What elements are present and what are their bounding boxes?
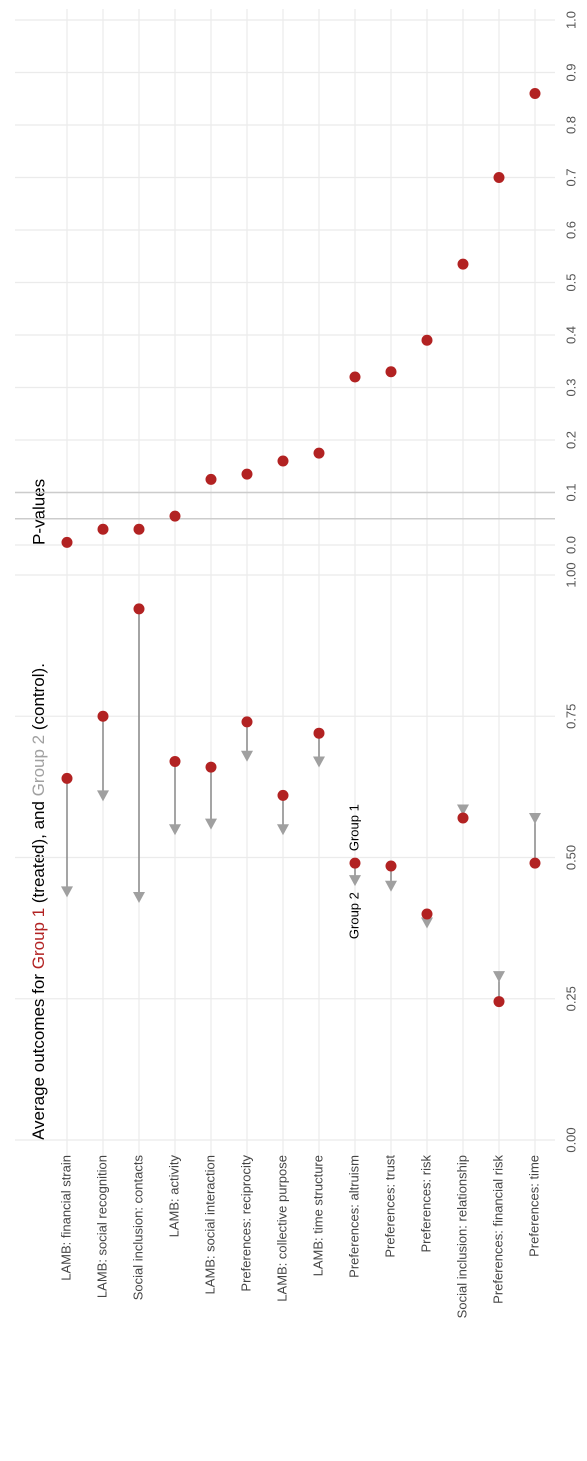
x-tick-label: 0.2	[563, 431, 578, 449]
y-tick-label: LAMB: social interaction	[202, 1155, 217, 1294]
x-tick-label: 0.8	[563, 116, 578, 134]
p-value-point	[241, 468, 253, 480]
y-tick-label: Social inclusion: contacts	[130, 1155, 145, 1301]
title-segment: Average outcomes for	[29, 969, 48, 1140]
title-segment: (treated), and	[29, 796, 48, 908]
x-tick-label: 0.1	[563, 483, 578, 501]
group2-marker	[385, 880, 397, 892]
annotation: Group 1	[346, 804, 361, 851]
x-tick-label: 1.00	[563, 562, 578, 587]
p-value-point	[457, 258, 469, 270]
x-tick-label: 0.0	[563, 536, 578, 554]
group1-marker	[133, 603, 145, 615]
p-value-point	[493, 172, 505, 183]
chart-title: P-values	[29, 479, 48, 545]
group2-marker	[133, 892, 145, 904]
p-value-point	[205, 473, 217, 485]
group1-marker	[529, 857, 541, 869]
p-value-point	[313, 447, 325, 459]
p-value-point	[529, 88, 541, 99]
group1-marker	[205, 761, 217, 773]
y-tick-label: LAMB: time structure	[310, 1155, 325, 1276]
p-value-point	[349, 371, 361, 383]
group1-marker	[349, 857, 361, 869]
p-value-point	[97, 523, 109, 535]
group2-marker	[313, 756, 325, 768]
y-tick-label: LAMB: collective purpose	[274, 1155, 289, 1302]
group2-marker	[97, 790, 109, 802]
x-tick-label: 0.7	[563, 168, 578, 186]
chart-title: Average outcomes for Group 1 (treated), …	[29, 663, 48, 1140]
y-tick-label: Preferences: reciprocity	[238, 1155, 253, 1292]
x-tick-label: 0.3	[563, 378, 578, 396]
group2-marker	[457, 804, 469, 816]
y-tick-label: Preferences: time	[526, 1155, 541, 1257]
group2-marker	[241, 750, 253, 762]
group1-marker	[97, 710, 109, 722]
y-tick-label: Preferences: financial risk	[490, 1155, 505, 1304]
rotated-chart: Average outcomes for Group 1 (treated), …	[15, 9, 578, 1318]
p-value-point	[169, 510, 181, 522]
group1-marker	[421, 908, 433, 920]
x-tick-label: 0.6	[563, 221, 578, 239]
x-tick-label: 0.50	[563, 845, 578, 870]
y-tick-label: LAMB: activity	[166, 1155, 181, 1238]
group2-marker	[277, 824, 289, 836]
y-tick-label: LAMB: financial strain	[58, 1155, 73, 1281]
y-tick-label: Social inclusion: relationship	[454, 1155, 469, 1318]
group2-marker	[529, 812, 541, 824]
group1-marker	[313, 727, 325, 739]
title-segment: Group 1	[29, 908, 48, 969]
group1-marker	[457, 812, 469, 824]
group2-marker	[349, 875, 361, 887]
y-tick-label: Preferences: altruism	[346, 1155, 361, 1278]
title-segment: Group 2	[29, 735, 48, 796]
group2-marker	[61, 886, 73, 898]
group2-marker	[169, 824, 181, 836]
x-tick-label: 0.75	[563, 704, 578, 729]
group2-marker	[421, 917, 433, 929]
p-value-point	[385, 366, 397, 378]
p-value-point	[277, 455, 289, 467]
x-tick-label: 0.25	[563, 986, 578, 1011]
title-segment: (control).	[29, 663, 48, 735]
group1-marker	[493, 996, 505, 1008]
group2-marker	[205, 818, 217, 830]
x-tick-label: 0.9	[563, 63, 578, 81]
group1-marker	[169, 755, 181, 767]
x-tick-label: 0.5	[563, 273, 578, 291]
x-tick-label: 1.0	[563, 11, 578, 29]
group1-marker	[385, 860, 397, 872]
group1-marker	[241, 716, 253, 728]
p-value-point	[421, 334, 433, 346]
group1-marker	[277, 789, 289, 801]
x-tick-label: 0.00	[563, 1127, 578, 1152]
group2-marker	[493, 971, 505, 983]
y-tick-label: LAMB: social recognition	[94, 1155, 109, 1298]
y-tick-label: Preferences: risk	[418, 1155, 433, 1253]
x-tick-label: 0.4	[563, 326, 578, 344]
p-value-point	[61, 536, 73, 548]
y-tick-label: Preferences: trust	[382, 1155, 397, 1258]
group1-marker	[61, 772, 73, 784]
annotation: Group 2	[346, 892, 361, 939]
p-value-point	[133, 523, 145, 535]
